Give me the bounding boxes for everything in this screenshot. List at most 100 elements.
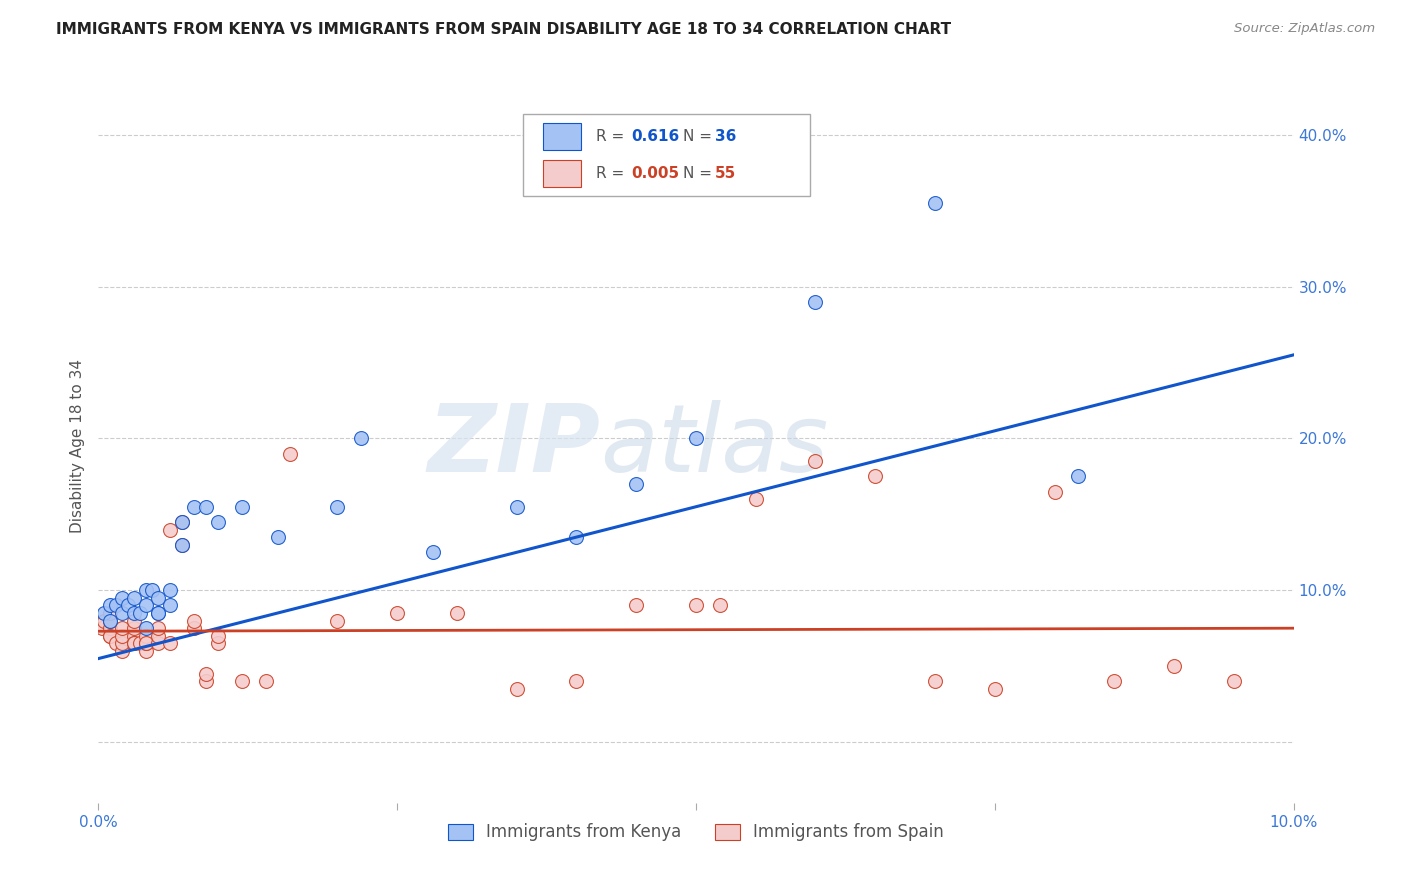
Text: IMMIGRANTS FROM KENYA VS IMMIGRANTS FROM SPAIN DISABILITY AGE 18 TO 34 CORRELATI: IMMIGRANTS FROM KENYA VS IMMIGRANTS FROM… [56,22,952,37]
Point [91,621,114,635]
Point [159,636,181,650]
Point [565,530,588,544]
Point [159,523,181,537]
Point [804,294,827,309]
Point [1043,484,1066,499]
Text: 0.005: 0.005 [631,167,679,181]
Point [124,636,146,650]
Point [148,591,170,605]
Point [1163,659,1185,673]
Text: Source: ZipAtlas.com: Source: ZipAtlas.com [1234,22,1375,36]
Point [111,621,134,635]
Point [231,674,253,689]
Point [111,644,134,658]
Text: N =: N = [683,129,717,144]
Point [124,606,146,620]
Point [385,606,409,620]
Point [111,606,134,620]
Point [172,515,194,529]
Point [98,629,122,643]
Point [98,599,122,613]
Point [231,500,253,514]
Point [148,621,170,635]
Point [172,515,194,529]
Point [267,530,290,544]
Text: atlas: atlas [600,401,828,491]
Point [124,629,146,643]
Point [326,614,349,628]
Point [135,636,157,650]
Point [254,674,277,689]
Point [98,621,122,635]
Point [183,621,205,635]
FancyBboxPatch shape [543,161,581,187]
Point [141,583,163,598]
Point [124,591,146,605]
Point [135,621,157,635]
Point [865,469,887,483]
Point [105,636,128,650]
Point [446,606,468,620]
Point [326,500,349,514]
Legend: Immigrants from Kenya, Immigrants from Spain: Immigrants from Kenya, Immigrants from S… [441,817,950,848]
Point [565,674,588,689]
Point [195,500,218,514]
Point [148,606,170,620]
Point [98,629,122,643]
Point [135,644,157,658]
FancyBboxPatch shape [543,123,581,150]
Point [129,636,152,650]
Point [195,666,218,681]
Point [93,606,115,620]
Y-axis label: Disability Age 18 to 34: Disability Age 18 to 34 [69,359,84,533]
Point [124,636,146,650]
Point [148,629,170,643]
Point [98,606,122,620]
Point [98,614,122,628]
Point [135,629,157,643]
Text: 55: 55 [716,167,737,181]
Point [135,599,157,613]
Text: N =: N = [683,167,717,181]
Point [207,636,229,650]
Point [111,591,134,605]
Point [183,500,205,514]
Point [159,599,181,613]
Point [278,447,301,461]
Point [117,599,139,613]
Point [1104,674,1126,689]
Point [1223,674,1246,689]
Point [1067,469,1090,483]
Point [685,599,707,613]
Point [626,477,648,491]
Point [804,454,827,468]
Point [685,431,707,445]
Text: ZIP: ZIP [427,400,600,492]
Point [984,681,1007,696]
Point [135,636,157,650]
Point [422,545,444,559]
Point [93,614,115,628]
Point [709,599,731,613]
Point [111,636,134,650]
Point [195,674,218,689]
Point [924,674,946,689]
Point [124,621,146,635]
Point [506,681,529,696]
Point [745,492,768,507]
Text: R =: R = [596,129,628,144]
FancyBboxPatch shape [523,114,810,196]
Point [111,629,134,643]
Point [148,606,170,620]
Point [159,583,181,598]
Point [129,606,152,620]
Point [172,538,194,552]
Point [98,614,122,628]
Point [135,583,157,598]
Point [105,599,128,613]
Text: 36: 36 [716,129,737,144]
Text: 0.616: 0.616 [631,129,679,144]
Point [506,500,529,514]
Point [172,538,194,552]
Point [148,636,170,650]
